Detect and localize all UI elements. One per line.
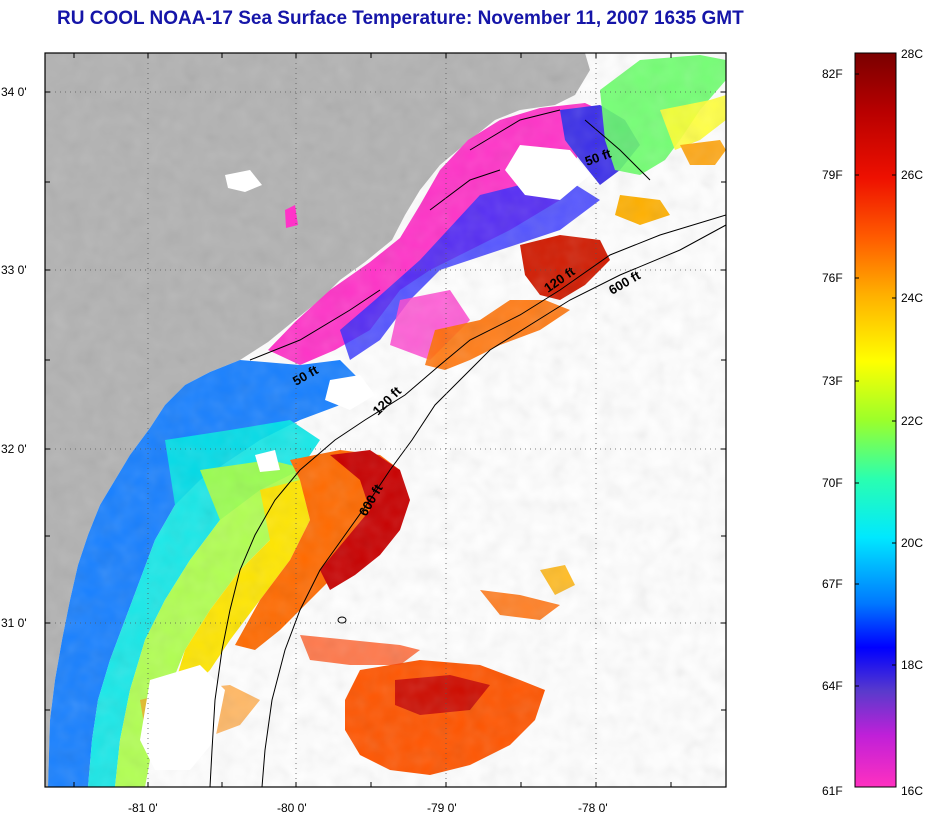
fahrenheit-scale: 82F 79F 76F 73F 70F 67F 64F 61F [822, 67, 843, 798]
colorbar-c-label: 28C [901, 47, 923, 61]
longitude-label: -79 0' [427, 801, 457, 815]
colorbar-c-label: 26C [901, 168, 923, 182]
colorbar: 82F 79F 76F 73F 70F 67F 64F 61F 28C 26C … [822, 47, 923, 798]
longitude-label: -80 0' [277, 801, 307, 815]
bathymetry-contours [209, 109, 726, 787]
colorbar-f-label: 76F [822, 271, 843, 285]
colorbar-c-label: 22C [901, 414, 923, 428]
latitude-label: 33 0' [1, 263, 27, 277]
latitude-labels: 34 0' 33 0' 32 0' 31 0' [1, 85, 27, 630]
colorbar-f-label: 70F [822, 476, 843, 490]
longitude-label: -78 0' [578, 801, 608, 815]
map-frame [44, 52, 727, 788]
contour-50ft [249, 109, 651, 361]
cloud-mask [140, 145, 590, 770]
colorbar-f-label: 64F [822, 679, 843, 693]
celsius-scale: 28C 26C 24C 22C 20C 18C 16C [901, 47, 923, 798]
map-ticks [45, 53, 726, 787]
colorbar-f-label: 73F [822, 374, 843, 388]
colorbar-f-label: 82F [822, 67, 843, 81]
map-panel: 50 ft 120 ft 600 ft 50 ft 120 ft 600 ft [45, 53, 726, 787]
longitude-labels: -81 0' -80 0' -79 0' -78 0' [128, 801, 608, 815]
colorbar-c-label: 18C [901, 658, 923, 672]
graticule [45, 53, 726, 787]
colorbar-f-label: 61F [822, 784, 843, 798]
map-title: RU COOL NOAA-17 Sea Surface Temperature:… [57, 8, 744, 29]
contour-120ft [209, 214, 726, 787]
colorbar-c-label: 20C [901, 536, 923, 550]
colorbar-f-label: 67F [822, 577, 843, 591]
sst-data-swath [45, 53, 726, 787]
colorbar-gradient [854, 52, 897, 788]
colorbar-c-label: 16C [901, 784, 923, 798]
colorbar-f-label: 79F [822, 168, 843, 182]
colorbar-c-label: 24C [901, 291, 923, 305]
latitude-label: 31 0' [1, 616, 27, 630]
contour-600ft [261, 224, 726, 787]
longitude-label: -81 0' [128, 801, 158, 815]
latitude-label: 34 0' [1, 85, 27, 99]
latitude-label: 32 0' [1, 442, 27, 456]
